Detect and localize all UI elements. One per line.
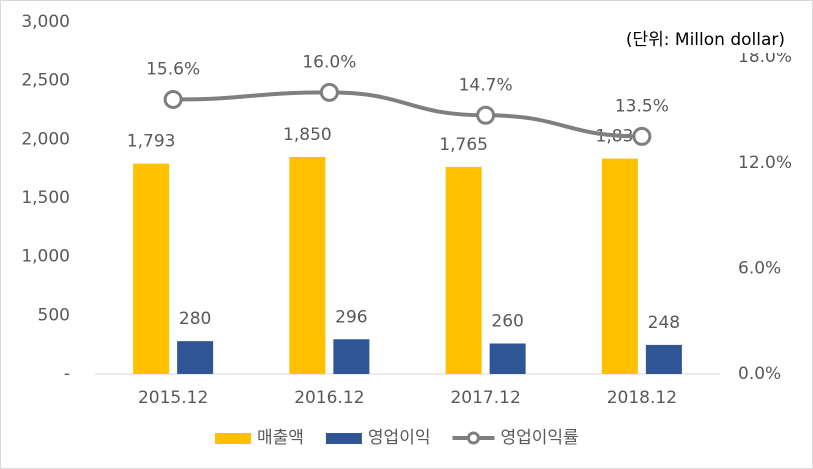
legend-label: 영업이익률 — [500, 428, 578, 448]
legend-swatch — [325, 433, 362, 444]
data-label: 14.7% — [459, 75, 513, 95]
data-label: 296 — [335, 307, 367, 327]
data-label: 260 — [491, 311, 523, 331]
bar — [333, 339, 370, 374]
legend-label: 매출액 — [257, 428, 304, 448]
data-label: 248 — [648, 313, 680, 333]
line-marker — [476, 105, 496, 125]
line-marker — [632, 126, 652, 146]
legend-marker — [466, 431, 480, 445]
bar — [177, 341, 214, 374]
x-tick-label: 2018.12 — [607, 388, 677, 408]
legend-label: 영업이익 — [368, 428, 431, 448]
bar — [601, 158, 638, 374]
y-tick-label: 2,000 — [21, 129, 70, 149]
bar — [645, 344, 682, 374]
bar — [489, 343, 526, 374]
x-tick-label: 2016.12 — [294, 388, 364, 408]
x-tick-label: 2017.12 — [450, 388, 520, 408]
bar — [289, 156, 326, 374]
y-tick-label: 2,500 — [21, 71, 70, 91]
data-label: 1,793 — [127, 132, 176, 152]
line — [173, 90, 642, 139]
bar — [133, 163, 170, 374]
bar — [445, 166, 482, 374]
line-marker — [163, 89, 183, 109]
data-label: 13.5% — [615, 96, 669, 116]
y-tick-label: 1,000 — [21, 247, 70, 267]
y-tick-label: 500 — [38, 305, 70, 325]
data-label: 280 — [179, 309, 211, 329]
data-label: 1,765 — [439, 135, 488, 155]
data-label: 16.0% — [302, 52, 356, 72]
y-tick-label: 3,000 — [21, 12, 70, 32]
y2-tick-label: 0.0% — [738, 364, 781, 384]
x-tick-label: 2015.12 — [138, 388, 208, 408]
data-label: 1,850 — [283, 125, 332, 145]
y-tick-label: - — [64, 364, 70, 384]
annotation-bg — [605, 27, 790, 53]
annotation: (단위: Millon dollar) — [626, 30, 785, 50]
legend-swatch — [215, 433, 251, 444]
line-marker — [319, 82, 339, 102]
y2-tick-label: 6.0% — [738, 258, 781, 278]
y2-tick-label: 12.0% — [738, 153, 792, 173]
y-tick-label: 1,500 — [21, 188, 70, 208]
data-label: 15.6% — [146, 59, 200, 79]
